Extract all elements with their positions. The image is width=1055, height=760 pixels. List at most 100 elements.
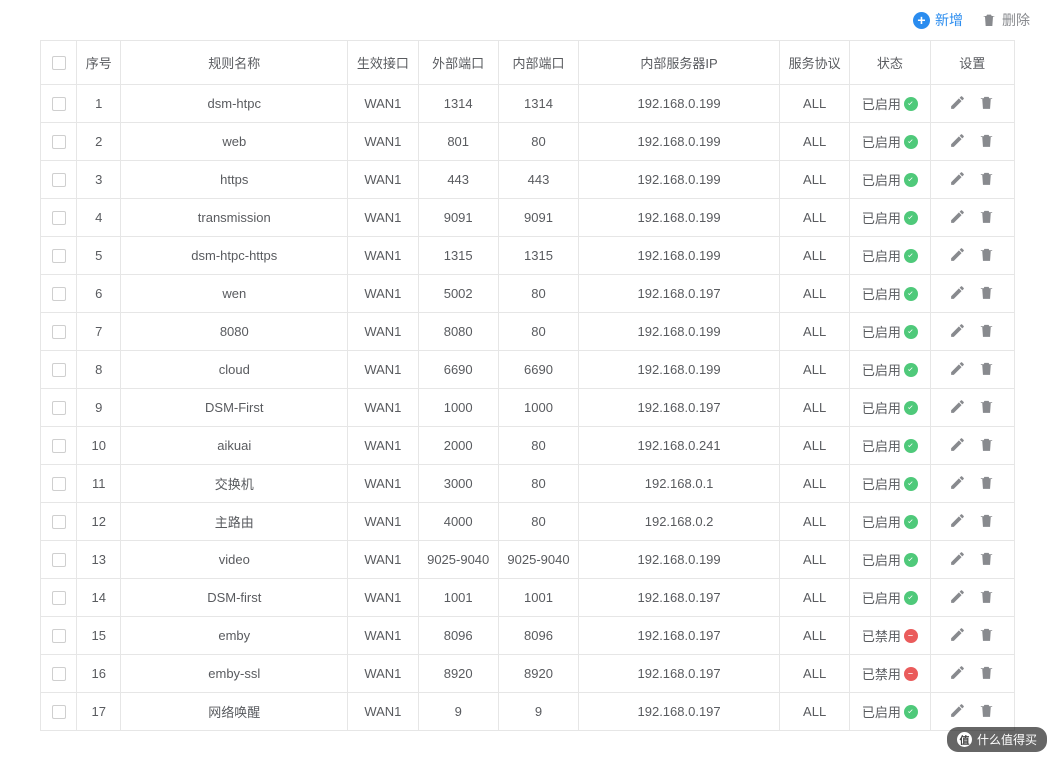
status-badge-icon xyxy=(904,135,918,149)
cell-name: emby-ssl xyxy=(121,655,348,693)
select-all-checkbox[interactable] xyxy=(52,56,66,70)
row-checkbox[interactable] xyxy=(52,173,66,187)
edit-icon[interactable] xyxy=(949,398,966,415)
row-delete-icon[interactable] xyxy=(978,664,995,681)
row-checkbox[interactable] xyxy=(52,439,66,453)
cell-ext-port: 1001 xyxy=(418,579,498,617)
cell-status[interactable]: 已启用 xyxy=(850,465,930,503)
cell-seq: 16 xyxy=(77,655,121,693)
plus-icon: + xyxy=(913,12,930,29)
edit-icon[interactable] xyxy=(949,702,966,719)
row-checkbox[interactable] xyxy=(52,515,66,529)
row-delete-icon[interactable] xyxy=(978,436,995,453)
edit-icon[interactable] xyxy=(949,170,966,187)
cell-status[interactable]: 已禁用 xyxy=(850,617,930,655)
edit-icon[interactable] xyxy=(949,664,966,681)
cell-ops xyxy=(930,693,1014,731)
row-delete-icon[interactable] xyxy=(978,208,995,225)
cell-int-port: 443 xyxy=(498,161,578,199)
row-checkbox[interactable] xyxy=(52,363,66,377)
cell-server-ip: 192.168.0.199 xyxy=(579,351,780,389)
row-checkbox[interactable] xyxy=(52,705,66,719)
cell-status[interactable]: 已启用 xyxy=(850,275,930,313)
cell-status[interactable]: 已启用 xyxy=(850,541,930,579)
delete-button[interactable]: 删除 xyxy=(981,10,1030,30)
cell-ops xyxy=(930,237,1014,275)
cell-int-port: 8096 xyxy=(498,617,578,655)
cell-int-port: 1315 xyxy=(498,237,578,275)
edit-icon[interactable] xyxy=(949,512,966,529)
add-button[interactable]: + 新增 xyxy=(913,10,963,30)
row-checkbox[interactable] xyxy=(52,401,66,415)
edit-icon[interactable] xyxy=(949,436,966,453)
cell-name: cloud xyxy=(121,351,348,389)
cell-status[interactable]: 已启用 xyxy=(850,85,930,123)
row-checkbox[interactable] xyxy=(52,325,66,339)
cell-server-ip: 192.168.0.199 xyxy=(579,161,780,199)
edit-icon[interactable] xyxy=(949,284,966,301)
cell-int-port: 1000 xyxy=(498,389,578,427)
cell-protocol: ALL xyxy=(779,693,849,731)
cell-int-port: 80 xyxy=(498,503,578,541)
cell-seq: 14 xyxy=(77,579,121,617)
edit-icon[interactable] xyxy=(949,360,966,377)
edit-icon[interactable] xyxy=(949,94,966,111)
cell-status[interactable]: 已启用 xyxy=(850,389,930,427)
row-delete-icon[interactable] xyxy=(978,246,995,263)
cell-status[interactable]: 已启用 xyxy=(850,161,930,199)
cell-status[interactable]: 已启用 xyxy=(850,503,930,541)
row-checkbox[interactable] xyxy=(52,211,66,225)
row-checkbox[interactable] xyxy=(52,287,66,301)
row-checkbox[interactable] xyxy=(52,135,66,149)
row-delete-icon[interactable] xyxy=(978,284,995,301)
edit-icon[interactable] xyxy=(949,132,966,149)
row-delete-icon[interactable] xyxy=(978,512,995,529)
row-checkbox[interactable] xyxy=(52,477,66,491)
row-delete-icon[interactable] xyxy=(978,626,995,643)
cell-status[interactable]: 已启用 xyxy=(850,123,930,161)
row-delete-icon[interactable] xyxy=(978,550,995,567)
edit-icon[interactable] xyxy=(949,588,966,605)
edit-icon[interactable] xyxy=(949,626,966,643)
row-delete-icon[interactable] xyxy=(978,702,995,719)
status-badge-icon xyxy=(904,325,918,339)
row-checkbox[interactable] xyxy=(52,249,66,263)
cell-status[interactable]: 已启用 xyxy=(850,199,930,237)
row-delete-icon[interactable] xyxy=(978,588,995,605)
cell-int-port: 8920 xyxy=(498,655,578,693)
row-checkbox[interactable] xyxy=(52,553,66,567)
row-delete-icon[interactable] xyxy=(978,474,995,491)
cell-status[interactable]: 已启用 xyxy=(850,427,930,465)
row-delete-icon[interactable] xyxy=(978,322,995,339)
edit-icon[interactable] xyxy=(949,208,966,225)
cell-interface: WAN1 xyxy=(348,123,418,161)
cell-status[interactable]: 已启用 xyxy=(850,693,930,731)
cell-status[interactable]: 已启用 xyxy=(850,579,930,617)
cell-status[interactable]: 已启用 xyxy=(850,351,930,389)
row-checkbox[interactable] xyxy=(52,591,66,605)
delete-label: 删除 xyxy=(1002,10,1030,30)
edit-icon[interactable] xyxy=(949,474,966,491)
row-checkbox[interactable] xyxy=(52,629,66,643)
edit-icon[interactable] xyxy=(949,550,966,567)
header-name: 规则名称 xyxy=(121,41,348,85)
row-delete-icon[interactable] xyxy=(978,132,995,149)
edit-icon[interactable] xyxy=(949,322,966,339)
cell-status[interactable]: 已启用 xyxy=(850,313,930,351)
cell-server-ip: 192.168.0.199 xyxy=(579,541,780,579)
row-checkbox[interactable] xyxy=(52,667,66,681)
cell-ops xyxy=(930,389,1014,427)
cell-ext-port: 8080 xyxy=(418,313,498,351)
row-delete-icon[interactable] xyxy=(978,360,995,377)
row-checkbox[interactable] xyxy=(52,97,66,111)
row-delete-icon[interactable] xyxy=(978,398,995,415)
row-delete-icon[interactable] xyxy=(978,94,995,111)
table-row: 12主路由WAN1400080192.168.0.2ALL已启用 xyxy=(41,503,1015,541)
cell-interface: WAN1 xyxy=(348,237,418,275)
row-delete-icon[interactable] xyxy=(978,170,995,187)
cell-status[interactable]: 已启用 xyxy=(850,237,930,275)
cell-status[interactable]: 已禁用 xyxy=(850,655,930,693)
table-row: 2webWAN180180192.168.0.199ALL已启用 xyxy=(41,123,1015,161)
cell-ext-port: 6690 xyxy=(418,351,498,389)
edit-icon[interactable] xyxy=(949,246,966,263)
